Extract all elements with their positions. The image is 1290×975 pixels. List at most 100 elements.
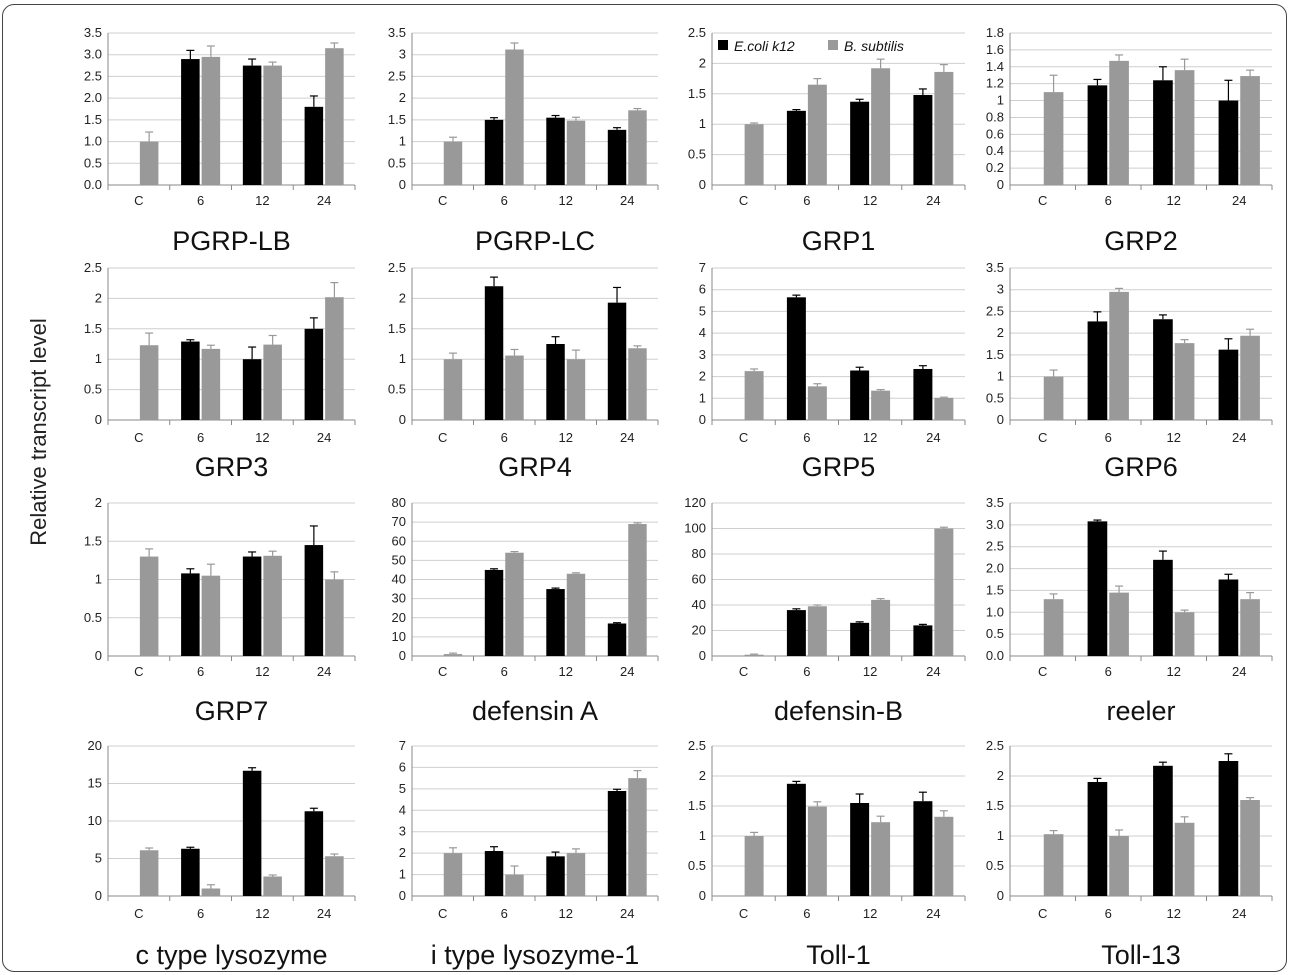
bar-b-subtilis-24 [628,348,647,420]
bar-b-subtilis-c [1043,599,1064,656]
y-tick-label: 2.5 [986,738,1004,753]
y-tick-label: 2 [699,768,706,783]
y-tick-label: 0.5 [986,626,1004,641]
bar-b-subtilis-12 [871,68,891,185]
y-tick-label: 30 [392,591,406,606]
bar-e-coli-k12-12 [546,856,565,896]
x-tick-label: 12 [1167,906,1181,921]
panel-grp7: 0 0.5 1 1.5 2 C 6 12 24 GRP7 [84,495,356,726]
y-tick-label: 3.5 [986,495,1004,510]
bar-e-coli-k12-12 [242,770,262,896]
y-tick-label: 0.5 [388,155,406,170]
y-tick-label: 5 [95,851,102,866]
x-tick-label: 12 [559,906,573,921]
x-tick-label: 24 [620,664,634,679]
x-tick-label: 6 [501,664,508,679]
y-tick-label: 3 [997,282,1004,297]
bar-e-coli-k12-24 [913,95,933,185]
x-tick-label: 6 [1105,906,1112,921]
bar-b-subtilis-c [443,654,463,656]
panel-title: PGRP-LB [172,226,291,256]
bar-e-coli-k12-6 [786,297,806,420]
bar-e-coli-k12-6 [181,341,200,420]
y-tick-label: 3 [699,347,706,362]
y-tick-label: 0.5 [688,858,706,873]
y-tick-label: 6 [699,282,706,297]
bar-b-subtilis-6 [1109,291,1129,420]
bar-e-coli-k12-12 [850,370,870,420]
y-tick-label: 0 [997,412,1004,427]
y-tick-label: 0.5 [986,390,1004,405]
y-tick-label: 2 [95,290,102,305]
x-tick-label: 24 [1232,193,1246,208]
bar-e-coli-k12-12 [1153,80,1173,185]
x-tick-label: C [438,664,447,679]
y-tick-label: 3.5 [84,25,102,40]
bar-e-coli-k12-6 [1087,521,1108,656]
y-tick-label: 0 [699,888,706,903]
bar-b-subtilis-c [744,836,764,896]
panel-defensin-a: 0 10 20 30 40 50 60 70 80 C 6 12 24 defensin A [392,495,659,726]
x-tick-label: 12 [1167,193,1181,208]
y-tick-label: 0 [997,888,1004,903]
y-tick-label: 0.5 [388,382,406,397]
x-tick-label: 6 [197,906,204,921]
bar-b-subtilis-c [443,359,463,420]
bar-b-subtilis-c [744,654,764,656]
bar-b-subtilis-24 [1240,599,1260,656]
y-tick-label: 1.5 [84,112,102,127]
y-tick-label: 0 [997,177,1004,192]
panel-title: Toll-13 [1101,940,1181,970]
bar-b-subtilis-c [443,141,463,185]
x-tick-label: 24 [926,193,940,208]
bar-e-coli-k12-24 [1218,761,1239,896]
bar-b-subtilis-12 [1174,822,1195,896]
panel-title: reeler [1106,696,1175,726]
x-tick-label: C [134,193,143,208]
y-tick-label: 1 [95,351,102,366]
y-tick-label: 70 [392,514,406,529]
y-tick-label: 1.0 [986,604,1004,619]
bar-b-subtilis-6 [505,49,524,186]
bar-e-coli-k12-24 [304,106,324,185]
x-tick-label: 12 [863,430,877,445]
x-tick-label: 24 [317,906,331,921]
x-tick-label: 6 [197,430,204,445]
bar-b-subtilis-c [744,124,764,185]
x-tick-label: 24 [926,430,940,445]
bar-e-coli-k12-6 [484,286,504,420]
bar-b-subtilis-6 [201,888,221,896]
bar-b-subtilis-12 [871,822,891,896]
y-tick-label: 50 [392,552,406,567]
bar-e-coli-k12-24 [1218,349,1239,420]
panel-title: Toll-1 [806,940,871,970]
panel-grp6: 0 0.5 1 1.5 2 2.5 3 3.5 C 6 12 24 GRP6 [986,260,1273,482]
x-tick-label: 24 [1232,430,1246,445]
x-tick-label: C [739,664,748,679]
bar-e-coli-k12-12 [242,359,262,420]
panel-pgrp-lc: 0 0.5 1 1.5 2 2.5 3 3.5 C 6 12 24 PGRP-LC [388,25,659,256]
x-tick-label: 12 [863,906,877,921]
bar-e-coli-k12-6 [1087,85,1108,185]
y-tick-label: 0 [699,412,706,427]
bar-e-coli-k12-6 [1087,321,1108,420]
y-tick-label: 2 [997,325,1004,340]
y-tick-label: 20 [88,738,102,753]
bar-b-subtilis-12 [871,390,891,420]
y-tick-label: 15 [88,776,102,791]
y-tick-label: 1 [699,828,706,843]
bar-e-coli-k12-24 [304,328,324,420]
panel-defensin-b: 0 20 40 60 80 100 120 C 6 12 24 defensin-B [684,495,966,726]
panel-grp4: 0 0.5 1 1.5 2 2.5 C 6 12 24 GRP4 [388,260,659,482]
y-tick-label: 1.8 [986,25,1004,40]
panel-title: GRP2 [1104,226,1178,256]
panel-reeler: 0.0 0.5 1.0 1.5 2.0 2.5 3.0 3.5 C 6 12 24 reeler [986,495,1273,726]
bar-b-subtilis-12 [566,120,586,185]
bar-b-subtilis-24 [628,110,647,185]
bar-e-coli-k12-12 [242,556,262,656]
panel-title: i type lysozyme-1 [431,940,640,970]
bar-e-coli-k12-12 [546,117,565,185]
chart-panels: 0.00.51.01.52.02.53.03.5C 6 12 24PGRP-LB00.… [84,25,1273,970]
y-tick-label: 1.6 [986,42,1004,57]
